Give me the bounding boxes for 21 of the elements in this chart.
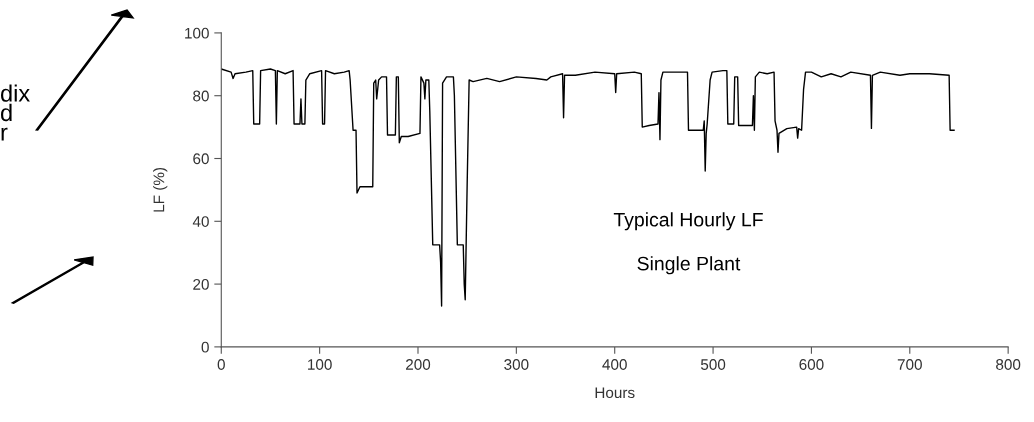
y-axis-title: LF (%)	[153, 167, 168, 212]
y-tick-label: 40	[192, 216, 209, 227]
text: dix d r	[0, 84, 30, 141]
y-tick-label: 20	[193, 278, 209, 290]
x-axis-title: Hours	[595, 387, 635, 399]
x-tick-label: 0	[217, 359, 225, 370]
x-tick-label: 700	[897, 359, 922, 370]
annotation: Single Plant	[637, 256, 741, 275]
x-tick-label: 800	[996, 359, 1021, 370]
y-tick-label: 60	[193, 153, 209, 165]
x-tick-label: 300	[504, 359, 529, 370]
y-tick-label: 80	[193, 90, 209, 102]
y-tick-label: 0	[201, 341, 209, 353]
annotation: Typical Hourly LF	[613, 212, 763, 231]
line-series	[221, 68, 955, 307]
y-tick-label: 100	[185, 27, 209, 39]
x-tick-label: 600	[799, 359, 824, 370]
x-tick-label: 500	[700, 359, 726, 370]
x-tick-label: 200	[406, 359, 431, 370]
x-tick-label: 100	[308, 359, 332, 370]
x-tick-label: 400	[602, 359, 627, 370]
